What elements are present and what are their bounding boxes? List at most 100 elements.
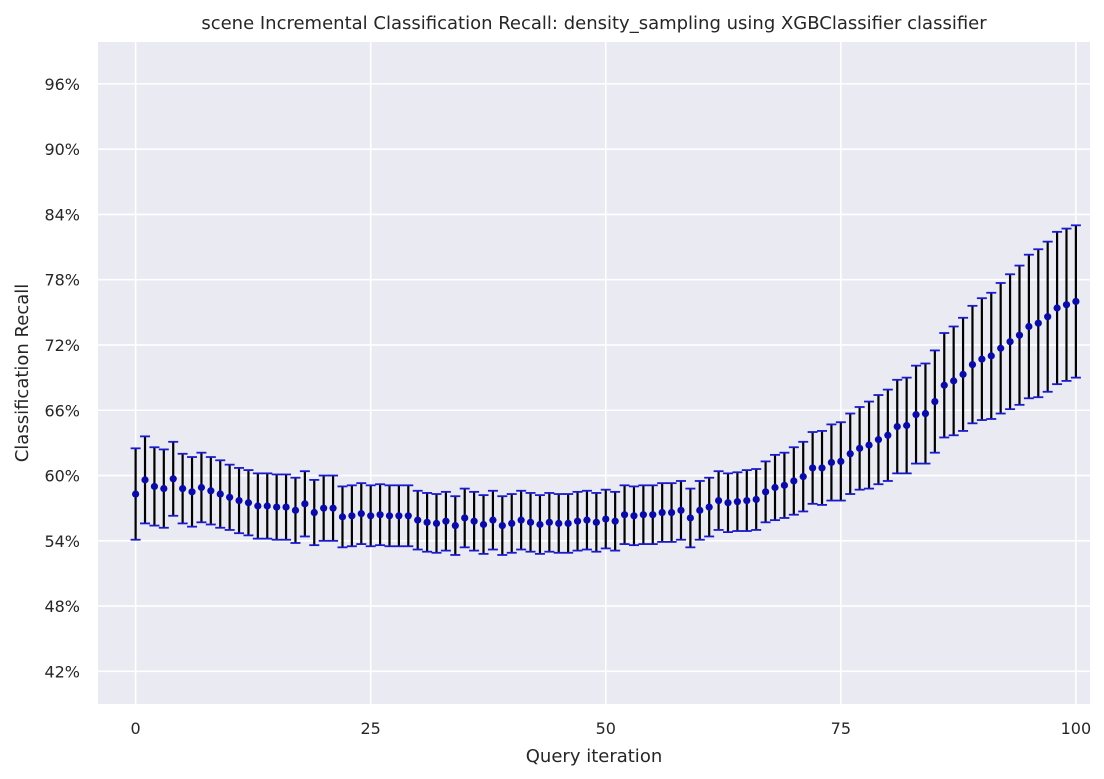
data-point	[790, 477, 798, 485]
data-point	[498, 521, 506, 530]
data-point	[592, 518, 600, 526]
data-point	[780, 481, 789, 489]
data-point	[658, 508, 666, 517]
data-point	[376, 511, 384, 519]
data-point	[573, 517, 582, 525]
data-point	[169, 475, 177, 483]
y-tick-label: 78%	[44, 271, 80, 290]
data-point	[1015, 331, 1024, 339]
data-point	[686, 514, 694, 522]
data-point	[893, 422, 901, 431]
data-point	[714, 496, 723, 505]
y-tick-labels: 42% 48% 54% 60% 66% 72% 78% 84% 90% 96%	[44, 75, 80, 681]
data-point	[179, 484, 187, 493]
data-point	[921, 409, 930, 418]
data-point	[602, 515, 610, 523]
data-point	[677, 506, 685, 514]
data-point	[301, 500, 309, 508]
data-point	[733, 498, 741, 506]
data-point	[414, 516, 422, 524]
data-point	[526, 518, 535, 526]
data-point	[649, 511, 657, 519]
data-point	[771, 483, 779, 492]
data-point	[517, 516, 525, 524]
data-point	[273, 503, 281, 511]
data-point	[197, 483, 206, 492]
data-point	[442, 517, 450, 525]
data-point	[743, 496, 751, 505]
data-point	[291, 506, 300, 514]
data-point	[856, 444, 864, 452]
data-point	[799, 473, 807, 481]
x-tick-labels: 0 25 50 75 100	[131, 719, 1092, 738]
data-point	[432, 519, 441, 528]
data-point	[837, 457, 845, 465]
data-point	[809, 464, 817, 472]
data-point	[865, 441, 873, 449]
data-point	[978, 355, 986, 363]
y-tick-label: 48%	[44, 597, 80, 616]
data-point	[395, 512, 403, 520]
data-point	[216, 490, 224, 498]
data-point	[705, 503, 713, 511]
data-point	[207, 487, 215, 495]
data-point	[188, 488, 196, 496]
data-point	[545, 518, 553, 526]
data-point	[461, 514, 469, 522]
data-point	[367, 512, 375, 520]
plot-background	[98, 42, 1090, 704]
data-point	[348, 512, 356, 520]
x-tick-label: 0	[131, 719, 141, 738]
data-point	[724, 499, 732, 507]
data-point	[752, 495, 760, 504]
data-point	[987, 352, 995, 360]
data-point	[132, 490, 140, 498]
data-point	[827, 458, 836, 467]
data-point	[555, 519, 563, 528]
data-point	[940, 381, 948, 389]
data-point	[1006, 338, 1014, 346]
data-point	[950, 377, 958, 385]
data-point	[470, 517, 478, 525]
data-point	[667, 508, 676, 517]
data-point	[385, 512, 394, 520]
data-point	[884, 431, 892, 439]
data-points	[132, 297, 1080, 530]
x-tick-label: 75	[831, 719, 851, 738]
data-point	[564, 519, 572, 528]
data-point	[903, 421, 911, 430]
data-point	[762, 488, 770, 496]
data-point	[160, 484, 168, 493]
data-point	[338, 513, 347, 521]
data-point	[696, 506, 704, 514]
data-point	[150, 482, 159, 491]
data-point	[931, 397, 939, 406]
chart-title: scene Incremental Classification Recall:…	[201, 13, 987, 34]
data-point	[1025, 322, 1033, 331]
data-point	[310, 508, 318, 517]
data-point	[912, 411, 920, 419]
data-point	[639, 511, 647, 519]
data-point	[244, 499, 253, 507]
data-point	[226, 493, 234, 501]
data-point	[508, 519, 516, 528]
y-tick-label: 84%	[44, 205, 80, 224]
y-tick-label: 72%	[44, 336, 80, 355]
data-point	[620, 511, 629, 519]
x-axis-label: Query iteration	[526, 746, 662, 767]
x-tick-label: 100	[1061, 719, 1092, 738]
y-tick-label: 60%	[44, 467, 80, 486]
data-point	[320, 504, 328, 512]
data-point	[1072, 297, 1080, 306]
data-point	[451, 521, 459, 530]
data-point	[818, 464, 826, 472]
data-point	[846, 450, 854, 458]
y-tick-label: 96%	[44, 75, 80, 94]
data-point	[489, 516, 497, 524]
y-tick-label: 42%	[44, 662, 80, 681]
data-point	[1053, 304, 1061, 312]
data-point	[959, 370, 967, 378]
data-point	[536, 520, 544, 529]
